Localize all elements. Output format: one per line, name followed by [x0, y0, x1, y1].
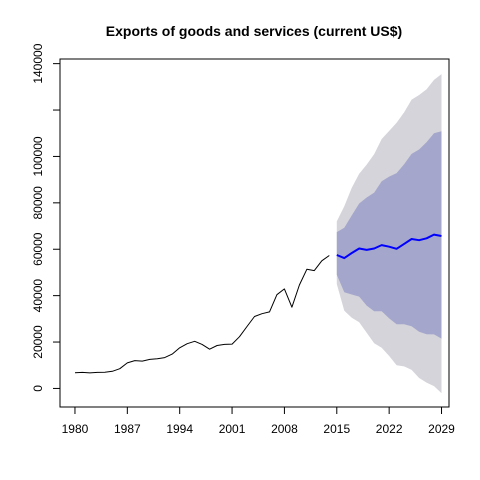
x-tick-label: 1980	[62, 422, 89, 436]
forecast-intervals	[336, 74, 442, 394]
y-tick-label: 60000	[31, 232, 45, 266]
x-tick-label: 2015	[323, 422, 350, 436]
x-tick-label: 2008	[271, 422, 298, 436]
x-axis: 1980 1987 1994 2001 2008 2015 2022 2029	[62, 406, 455, 436]
x-tick-label: 2022	[376, 422, 403, 436]
history-line	[74, 255, 330, 374]
interval-80-band	[336, 131, 442, 339]
y-tick-label: 40000	[31, 279, 45, 313]
x-tick-label: 2001	[219, 422, 246, 436]
y-tick-label: 100000	[31, 136, 45, 176]
x-tick-label: 1987	[114, 422, 141, 436]
y-tick-label: 80000	[31, 186, 45, 220]
y-tick-label: 0	[31, 385, 45, 392]
forecast-mean-line	[336, 233, 442, 260]
y-tick-label: 140000	[31, 43, 45, 83]
series-lines	[74, 233, 442, 374]
x-tick-label: 1994	[166, 422, 193, 436]
y-tick-label: 20000	[31, 325, 45, 359]
x-tick-label: 2029	[428, 422, 455, 436]
chart-title: Exports of goods and services (current U…	[106, 23, 402, 39]
y-axis: 0 20000 40000 60000 80000 100000 140000	[31, 43, 61, 392]
